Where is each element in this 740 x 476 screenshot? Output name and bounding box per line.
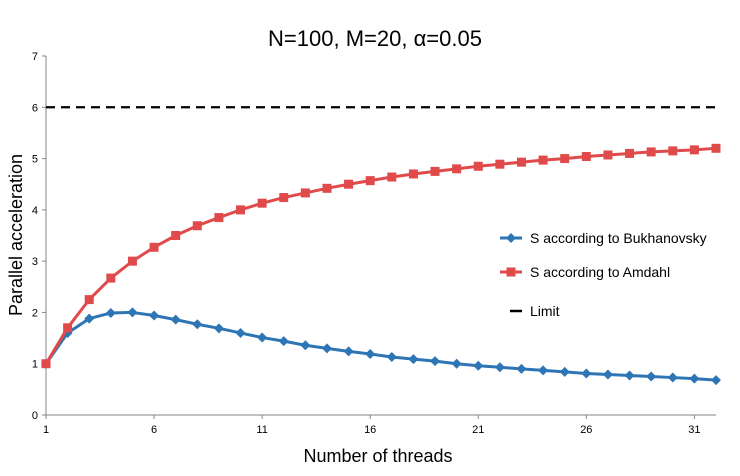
data-point-s-according-to-bukhanovsky	[711, 375, 721, 386]
data-point-s-according-to-bukhanovsky	[300, 340, 311, 351]
data-point-s-according-to-amdahl	[538, 155, 548, 165]
data-point-s-according-to-bukhanovsky	[170, 314, 181, 325]
data-point-s-according-to-bukhanovsky	[430, 356, 441, 367]
data-point-s-according-to-bukhanovsky	[689, 373, 700, 384]
legend-label-limit: Limit	[530, 303, 560, 319]
data-point-s-according-to-bukhanovsky	[278, 336, 289, 347]
data-point-s-according-to-bukhanovsky	[559, 366, 570, 377]
legend-label-s-according-to-amdahl: S according to Amdahl	[530, 264, 670, 280]
data-point-s-according-to-bukhanovsky	[494, 362, 505, 373]
data-point-s-according-to-amdahl	[646, 147, 656, 157]
y-tick-label: 0	[32, 410, 38, 422]
x-tick-label: 16	[364, 424, 376, 436]
legend-marker-s-according-to-amdahl	[506, 267, 516, 277]
series-line-s-according-to-amdahl	[44, 146, 717, 365]
data-point-s-according-to-amdahl	[106, 273, 116, 283]
data-point-s-according-to-bukhanovsky	[386, 352, 397, 363]
data-point-s-according-to-amdahl	[711, 143, 721, 153]
data-point-s-according-to-amdahl	[408, 169, 418, 179]
data-point-s-according-to-amdahl	[344, 179, 354, 189]
data-point-s-according-to-bukhanovsky	[192, 319, 203, 330]
legend-label-s-according-to-bukhanovsky: S according to Bukhanovsky	[530, 230, 707, 246]
data-point-s-according-to-bukhanovsky	[408, 354, 419, 365]
y-tick-label: 3	[32, 256, 38, 268]
x-tick-label: 1	[43, 424, 49, 436]
data-point-s-according-to-amdahl	[560, 154, 570, 164]
x-axis-title: Number of threads	[303, 446, 452, 466]
data-point-s-according-to-bukhanovsky	[149, 310, 160, 321]
x-tick-label: 26	[580, 424, 592, 436]
data-point-s-according-to-bukhanovsky	[213, 323, 224, 334]
chart-title: N=100, M=20, α=0.05	[268, 26, 482, 51]
data-point-s-according-to-amdahl	[149, 242, 159, 252]
data-point-s-according-to-amdahl	[257, 198, 267, 208]
data-point-s-according-to-bukhanovsky	[624, 370, 635, 381]
data-point-s-according-to-amdahl	[279, 193, 289, 203]
data-point-s-according-to-amdahl	[214, 213, 224, 223]
data-point-s-according-to-amdahl	[495, 159, 505, 169]
data-point-s-according-to-amdahl	[322, 183, 332, 193]
data-point-s-according-to-amdahl	[192, 221, 202, 231]
data-point-s-according-to-bukhanovsky	[257, 332, 268, 343]
data-point-s-according-to-bukhanovsky	[473, 360, 484, 371]
x-tick-label: 21	[472, 424, 484, 436]
data-point-s-according-to-amdahl	[300, 188, 310, 198]
series-line-s-according-to-bukhanovsky	[44, 310, 717, 382]
data-point-s-according-to-amdahl	[236, 205, 246, 215]
x-tick-label: 11	[256, 424, 267, 436]
y-tick-label: 1	[32, 359, 38, 371]
data-point-s-according-to-amdahl	[171, 231, 181, 240]
legend: S according to Bukhanovsky S according to…	[500, 230, 707, 319]
data-point-s-according-to-bukhanovsky	[581, 368, 592, 379]
data-point-s-according-to-bukhanovsky	[602, 369, 613, 380]
y-tick-label: 7	[32, 51, 38, 63]
legend-marker-s-according-to-bukhanovsky	[506, 233, 516, 243]
data-point-s-according-to-bukhanovsky	[84, 313, 95, 324]
data-point-s-according-to-amdahl	[625, 148, 635, 158]
data-point-s-according-to-bukhanovsky	[646, 371, 657, 382]
data-point-s-according-to-amdahl	[689, 145, 699, 155]
data-point-s-according-to-amdahl	[668, 146, 678, 156]
x-tick-label: 6	[151, 424, 157, 436]
data-point-s-according-to-amdahl	[41, 359, 51, 369]
data-point-s-according-to-bukhanovsky	[127, 307, 138, 318]
y-tick-label: 5	[32, 154, 38, 166]
plot-area	[41, 106, 721, 386]
data-point-s-according-to-bukhanovsky	[516, 363, 527, 374]
data-point-s-according-to-amdahl	[430, 166, 440, 176]
data-point-s-according-to-amdahl	[452, 164, 462, 174]
data-point-s-according-to-amdahl	[473, 161, 483, 171]
data-point-s-according-to-bukhanovsky	[321, 343, 332, 354]
data-point-s-according-to-bukhanovsky	[667, 372, 678, 383]
data-point-s-according-to-amdahl	[63, 323, 73, 333]
data-point-s-according-to-amdahl	[127, 256, 137, 266]
data-point-s-according-to-amdahl	[84, 295, 94, 305]
y-tick-label: 6	[32, 102, 38, 114]
data-point-s-according-to-bukhanovsky	[105, 307, 116, 318]
data-point-s-according-to-bukhanovsky	[538, 365, 549, 376]
data-point-s-according-to-bukhanovsky	[343, 346, 354, 357]
data-point-s-according-to-amdahl	[365, 176, 375, 186]
data-point-s-according-to-amdahl	[581, 152, 591, 162]
data-point-s-according-to-amdahl	[516, 157, 526, 167]
data-point-s-according-to-amdahl	[387, 172, 397, 182]
data-point-s-according-to-bukhanovsky	[365, 348, 376, 359]
y-tick-label: 4	[32, 205, 38, 217]
y-tick-label: 2	[32, 307, 38, 319]
x-tick-label: 31	[688, 424, 700, 436]
data-point-s-according-to-bukhanovsky	[235, 327, 246, 338]
y-axis-title: Parallel acceleration	[6, 154, 26, 316]
data-point-s-according-to-amdahl	[603, 150, 613, 160]
data-point-s-according-to-bukhanovsky	[451, 358, 462, 369]
